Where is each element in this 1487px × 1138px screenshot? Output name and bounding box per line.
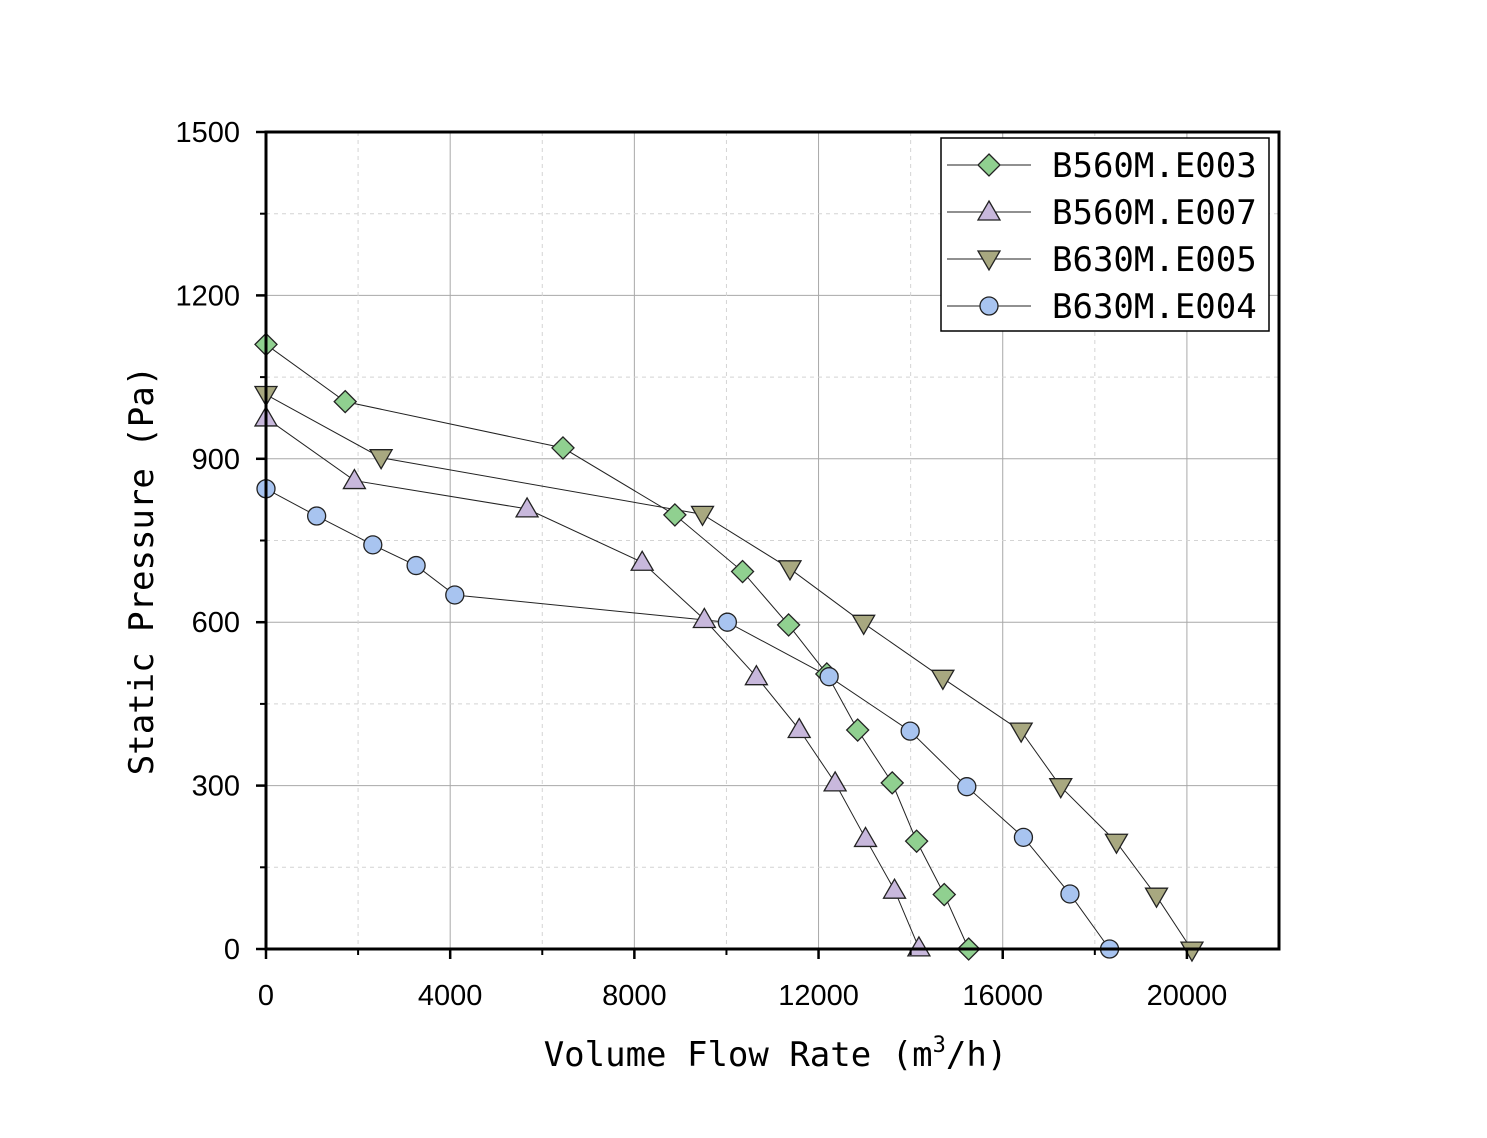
y-tick-label: 300 — [192, 771, 240, 803]
x-axis-unit-sup: 3 — [933, 1033, 946, 1058]
data-point-B560M.E007 — [514, 496, 540, 518]
series-markers — [253, 332, 1205, 963]
y-tick-label: 600 — [192, 607, 240, 639]
legend-label: B560M.E003 — [1052, 146, 1257, 186]
data-point-B560M.E003 — [845, 718, 870, 742]
data-point-B560M.E003 — [904, 829, 929, 854]
legend: B560M.E003 B560M.E007 B630M.E005 B630M.E004 — [940, 137, 1270, 332]
data-point-B630M.E005 — [368, 449, 394, 471]
data-point-B630M.E004 — [957, 777, 977, 797]
axis-ticks: 0 4000 8000 12000 16000 20000 0 300 600 900 1200 15… — [175, 117, 1227, 1012]
data-point-B630M.E004 — [1013, 827, 1034, 847]
data-point-B560M.E007 — [882, 877, 907, 899]
data-point-B630M.E005 — [851, 614, 876, 636]
x-tick-label: 12000 — [778, 980, 859, 1012]
data-point-B560M.E007 — [692, 607, 717, 629]
data-point-B560M.E007 — [744, 664, 769, 686]
x-axis-title: Volume Flow Rate (m3/h) — [544, 1033, 1008, 1075]
legend-label: B630M.E005 — [1052, 240, 1257, 280]
data-point-B560M.E007 — [630, 549, 655, 571]
data-point-B560M.E007 — [906, 935, 932, 957]
data-point-B630M.E005 — [1048, 778, 1073, 799]
legend-marker — [977, 153, 1001, 177]
x-axis-unit-suffix: /h) — [946, 1035, 1007, 1075]
data-point-B630M.E005 — [1104, 833, 1129, 855]
data-point-B630M.E004 — [445, 585, 465, 605]
data-point-B560M.E007 — [853, 826, 878, 848]
data-point-B560M.E003 — [880, 770, 905, 795]
legend-marker — [979, 296, 999, 316]
y-tick-label: 1500 — [175, 117, 240, 149]
data-point-B560M.E003 — [333, 389, 358, 414]
series-line-B560M.E003 — [265, 344, 970, 950]
data-point-B560M.E007 — [822, 770, 848, 792]
series-line-B560M.E007 — [265, 417, 920, 949]
data-point-B630M.E004 — [819, 667, 839, 687]
data-point-B560M.E007 — [342, 468, 367, 490]
data-point-B560M.E003 — [776, 613, 801, 637]
data-point-B630M.E005 — [777, 560, 803, 582]
data-point-B630M.E005 — [1009, 722, 1034, 744]
data-point-B630M.E004 — [363, 535, 383, 555]
x-axis-unit-prefix: (m — [892, 1035, 933, 1075]
x-tick-label: 4000 — [418, 980, 483, 1012]
series-lines — [265, 344, 1193, 951]
data-point-B630M.E005 — [1144, 887, 1169, 909]
x-tick-label: 8000 — [602, 980, 667, 1012]
series-line-B630M.E005 — [265, 394, 1193, 951]
legend-label: B560M.E007 — [1052, 193, 1257, 233]
series-line-B630M.E004 — [265, 488, 1110, 950]
x-tick-label: 0 — [258, 980, 274, 1012]
data-point-B560M.E003 — [662, 502, 687, 527]
legend-marker — [976, 250, 1002, 272]
data-point-B560M.E003 — [730, 559, 755, 584]
y-tick-label: 1200 — [175, 280, 240, 312]
legend-marker — [976, 199, 1002, 221]
data-point-B560M.E007 — [787, 717, 812, 739]
y-axis-title: Static Pressure (Pa) — [122, 366, 162, 775]
data-point-B630M.E004 — [306, 506, 327, 526]
legend-label: B630M.E004 — [1052, 287, 1257, 327]
x-axis-title-main: Volume Flow Rate — [544, 1035, 872, 1075]
data-point-B560M.E003 — [551, 435, 575, 460]
x-tick-label: 20000 — [1147, 980, 1228, 1012]
data-point-B630M.E005 — [1179, 941, 1205, 963]
y-tick-label: 900 — [192, 444, 240, 476]
x-tick-label: 16000 — [962, 980, 1043, 1012]
data-point-B630M.E004 — [717, 612, 738, 632]
data-point-B630M.E004 — [900, 721, 920, 741]
data-point-B630M.E005 — [930, 669, 955, 691]
data-point-B630M.E004 — [1060, 884, 1080, 904]
data-point-B560M.E003 — [932, 882, 957, 907]
data-point-B630M.E004 — [406, 555, 426, 576]
data-point-B630M.E005 — [690, 505, 715, 527]
y-tick-label: 0 — [224, 934, 240, 966]
